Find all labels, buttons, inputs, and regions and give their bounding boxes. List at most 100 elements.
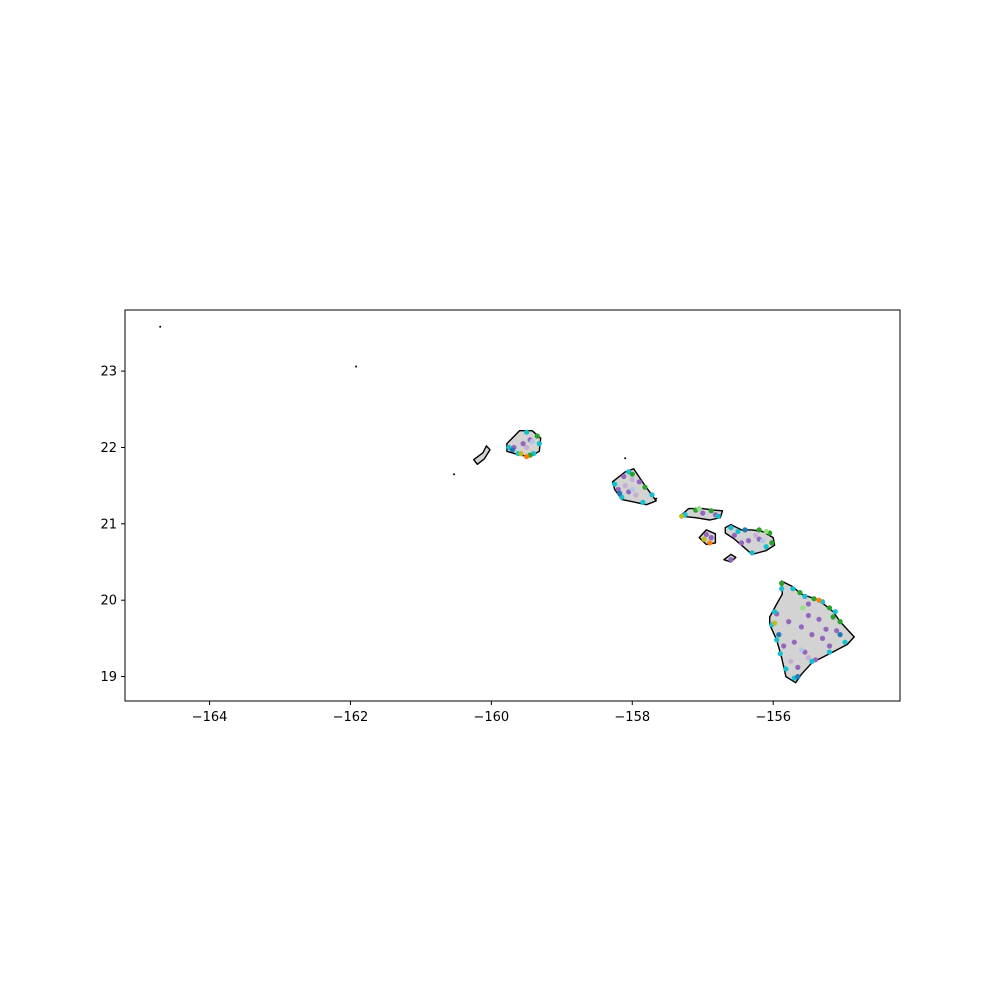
- y-tick-label: 22: [100, 441, 117, 456]
- data-point: [777, 651, 783, 657]
- data-point: [708, 535, 714, 541]
- data-point: [832, 609, 838, 615]
- plot-frame: [124, 309, 901, 702]
- data-point: [622, 483, 628, 489]
- data-point: [703, 531, 709, 538]
- data-point: [826, 649, 833, 655]
- islets-layer: [159, 325, 658, 500]
- data-point: [700, 510, 706, 516]
- data-point: [786, 619, 792, 625]
- data-point: [760, 538, 766, 544]
- data-point: [612, 481, 618, 487]
- data-point: [520, 441, 526, 447]
- data-point: [823, 626, 829, 632]
- data-point: [524, 444, 530, 451]
- data-point: [633, 492, 639, 498]
- islet-marker: [655, 497, 658, 500]
- data-point: [826, 643, 833, 649]
- data-point: [629, 476, 635, 483]
- islet-marker: [624, 457, 627, 460]
- data-point: [707, 540, 713, 546]
- data-point: [842, 639, 848, 645]
- data-point: [534, 433, 540, 439]
- data-point: [629, 486, 635, 493]
- y-tick-label: 20: [100, 594, 117, 609]
- data-point: [649, 492, 655, 498]
- points-layer: [506, 429, 848, 681]
- y-tick-label: 21: [100, 517, 117, 532]
- data-point: [728, 557, 734, 563]
- data-point: [696, 506, 702, 512]
- data-point: [763, 544, 769, 550]
- data-point: [518, 451, 524, 457]
- data-point: [738, 540, 745, 546]
- data-point: [529, 438, 535, 444]
- data-point: [728, 525, 734, 531]
- data-point: [753, 532, 759, 538]
- data-point: [772, 609, 778, 615]
- data-point: [809, 632, 815, 638]
- data-point: [791, 639, 797, 645]
- data-point: [788, 658, 794, 664]
- x-tick-label: −164: [192, 710, 228, 725]
- data-point: [790, 586, 796, 592]
- data-point: [617, 490, 623, 496]
- data-point: [834, 628, 840, 634]
- plot-background: [125, 310, 900, 701]
- data-point: [805, 654, 812, 661]
- x-tick-label: −162: [333, 710, 369, 725]
- data-point: [816, 597, 822, 603]
- data-point: [805, 601, 812, 607]
- data-point: [797, 590, 803, 596]
- data-point: [715, 513, 721, 519]
- data-point: [763, 528, 769, 535]
- y-tick-label: 19: [100, 670, 117, 685]
- data-point: [524, 454, 530, 460]
- data-point: [776, 632, 782, 638]
- data-point: [809, 658, 815, 664]
- y-axis: 19 20 21 22 23: [100, 365, 125, 685]
- islet-marker: [355, 365, 358, 368]
- data-point: [800, 605, 806, 611]
- data-point: [769, 540, 775, 546]
- data-point: [772, 620, 778, 626]
- data-point: [811, 596, 817, 602]
- x-tick-label: −156: [755, 710, 791, 725]
- data-point: [536, 441, 542, 447]
- x-axis: −164 −162 −160 −158 −156: [192, 701, 791, 725]
- islet-marker: [453, 473, 455, 476]
- data-point: [742, 527, 748, 533]
- data-point: [629, 471, 635, 477]
- x-tick-label: −160: [474, 710, 510, 725]
- data-point: [795, 674, 801, 680]
- data-point: [774, 637, 780, 643]
- data-point: [636, 479, 642, 485]
- islet-marker: [159, 325, 162, 328]
- island-niihau-shape: [473, 445, 491, 465]
- x-tick-label: −158: [614, 710, 650, 725]
- data-point: [783, 666, 789, 672]
- data-point: [524, 429, 530, 435]
- data-point: [756, 527, 762, 533]
- data-point: [779, 586, 785, 592]
- data-point: [509, 447, 516, 453]
- data-point: [735, 528, 741, 535]
- data-point: [798, 647, 805, 653]
- data-point: [781, 643, 787, 649]
- data-point: [816, 616, 822, 622]
- data-point: [619, 494, 625, 500]
- data-point: [826, 605, 833, 611]
- data-point: [837, 619, 843, 625]
- data-point: [830, 614, 836, 620]
- data-point: [679, 513, 685, 519]
- data-point: [708, 508, 714, 514]
- data-point: [621, 473, 627, 480]
- data-point: [640, 499, 646, 505]
- data-point: [642, 484, 648, 490]
- data-point: [701, 536, 707, 542]
- data-point: [795, 664, 801, 671]
- data-point: [745, 538, 752, 544]
- data-point: [802, 593, 808, 600]
- data-point: [779, 580, 785, 587]
